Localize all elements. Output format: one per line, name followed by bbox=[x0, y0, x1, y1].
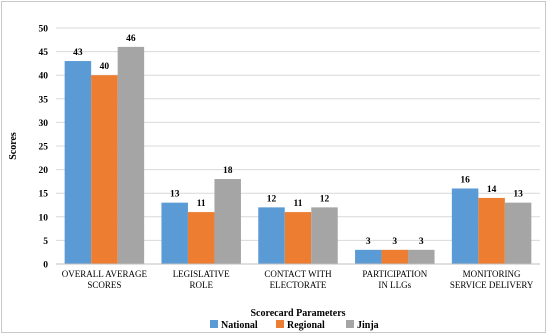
data-label: 3 bbox=[419, 237, 424, 247]
data-label: 12 bbox=[320, 194, 330, 204]
bar-regional bbox=[478, 197, 505, 264]
x-tick-label: ELECTORATE bbox=[270, 280, 327, 290]
x-axis-label: Scorecard Parameters bbox=[250, 308, 345, 319]
y-tick-label: 10 bbox=[39, 213, 49, 223]
data-label: 3 bbox=[392, 237, 397, 247]
y-tick-label: 50 bbox=[39, 25, 49, 35]
bar-national bbox=[451, 188, 479, 264]
bar-national bbox=[355, 249, 382, 264]
data-label: 18 bbox=[223, 166, 233, 176]
legend-label-national: National bbox=[221, 320, 258, 331]
bar-jinja bbox=[408, 249, 435, 264]
bar-regional bbox=[187, 212, 215, 264]
data-label: 40 bbox=[100, 62, 110, 72]
bars bbox=[64, 46, 532, 264]
data-label: 13 bbox=[513, 190, 523, 200]
x-tick-label: IN LLGs bbox=[378, 280, 411, 290]
data-label: 46 bbox=[126, 34, 136, 44]
y-tick-label: 20 bbox=[39, 166, 49, 176]
x-tick-label: MONITORING bbox=[463, 269, 521, 279]
y-axis-ticks: 0 5 10 15 20 25 30 35 40 45 50 bbox=[39, 25, 49, 271]
legend-swatch-regional bbox=[276, 320, 284, 328]
y-tick-label: 5 bbox=[43, 237, 48, 247]
legend: National Regional Jinja bbox=[210, 320, 379, 331]
bar-regional bbox=[91, 75, 118, 264]
y-tick-label: 35 bbox=[39, 95, 49, 105]
data-label: 13 bbox=[170, 190, 180, 200]
y-tick-label: 30 bbox=[39, 119, 49, 129]
x-tick-label: LEGISLATIVE bbox=[173, 269, 230, 279]
bar-national bbox=[64, 61, 92, 264]
legend-swatch-national bbox=[210, 320, 218, 328]
x-tick-label: OVERALL AVERAGE bbox=[62, 269, 148, 279]
data-label: 14 bbox=[487, 185, 497, 195]
bar-jinja bbox=[311, 207, 338, 264]
data-label: 11 bbox=[197, 199, 206, 209]
bar-jinja bbox=[117, 46, 145, 264]
x-tick-label: ROLE bbox=[189, 280, 213, 290]
y-tick-label: 0 bbox=[43, 261, 48, 271]
y-tick-label: 40 bbox=[39, 72, 49, 82]
data-labels: 43 40 46 13 11 18 12 11 12 3 3 3 16 14 13 bbox=[73, 34, 523, 247]
y-tick-label: 15 bbox=[39, 190, 49, 200]
x-tick-label: CONTACT WITH bbox=[264, 269, 332, 279]
x-tick-label: SCORES bbox=[87, 280, 121, 290]
bar-jinja bbox=[214, 179, 241, 264]
x-tick-label: PARTICIPATION bbox=[362, 269, 427, 279]
legend-swatch-jinja bbox=[346, 320, 354, 328]
bar-regional bbox=[381, 249, 409, 264]
data-label: 43 bbox=[73, 48, 83, 58]
y-tick-label: 25 bbox=[39, 143, 49, 153]
legend-label-jinja: Jinja bbox=[357, 320, 379, 331]
x-tick-label: SERVICE DELIVERY bbox=[450, 280, 534, 290]
bar-jinja bbox=[504, 202, 532, 264]
data-label: 12 bbox=[267, 194, 277, 204]
bar-national bbox=[258, 207, 285, 264]
data-label: 3 bbox=[366, 237, 371, 247]
bar-regional bbox=[284, 212, 312, 264]
bar-national bbox=[161, 202, 188, 264]
data-label: 11 bbox=[294, 199, 303, 209]
legend-label-regional: Regional bbox=[287, 320, 325, 331]
data-label: 16 bbox=[460, 175, 470, 185]
y-tick-label: 45 bbox=[39, 48, 49, 58]
y-axis-label: Scores bbox=[8, 132, 19, 160]
